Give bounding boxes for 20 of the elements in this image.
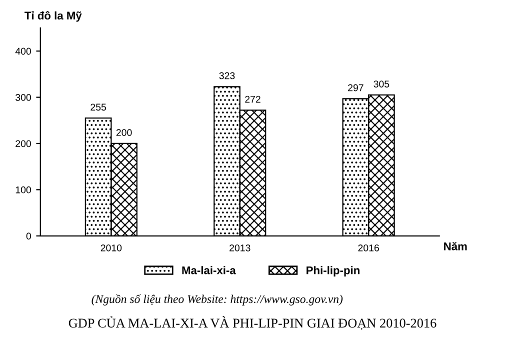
y-axis-title: Tỉ đô la Mỹ: [24, 11, 82, 22]
legend-label: Ma-lai-xi-a: [182, 266, 236, 274]
data-label: 305: [374, 80, 390, 88]
y-tick-label: 0: [26, 232, 31, 240]
x-tick-label: 2013: [230, 244, 250, 252]
legend-label: Phi-lip-pin: [306, 266, 360, 276]
text: (Nguồn số liệu theo Website: https://www.gso.gov.vn): [92, 294, 343, 306]
data-label: 297: [348, 84, 364, 92]
data-label: 255: [90, 104, 106, 111]
y-tick-label: 200: [16, 140, 31, 148]
data-label: 272: [245, 96, 260, 103]
y-tick-label: 100: [16, 186, 31, 194]
data-label: 323: [219, 72, 235, 80]
y-tick-label: 400: [15, 48, 31, 55]
x-tick-label: 2016: [358, 244, 379, 252]
data-label: 200: [116, 129, 132, 136]
y-tick-label: 300: [16, 94, 31, 101]
x-axis-title: Năm: [444, 242, 467, 250]
x-tick-label: 2010: [100, 244, 122, 252]
text: GDP CỦA MA-LAI-XI-A VÀ PHI-LIP-PIN GIAI ĐOẠN 2010-2016: [68, 316, 436, 330]
